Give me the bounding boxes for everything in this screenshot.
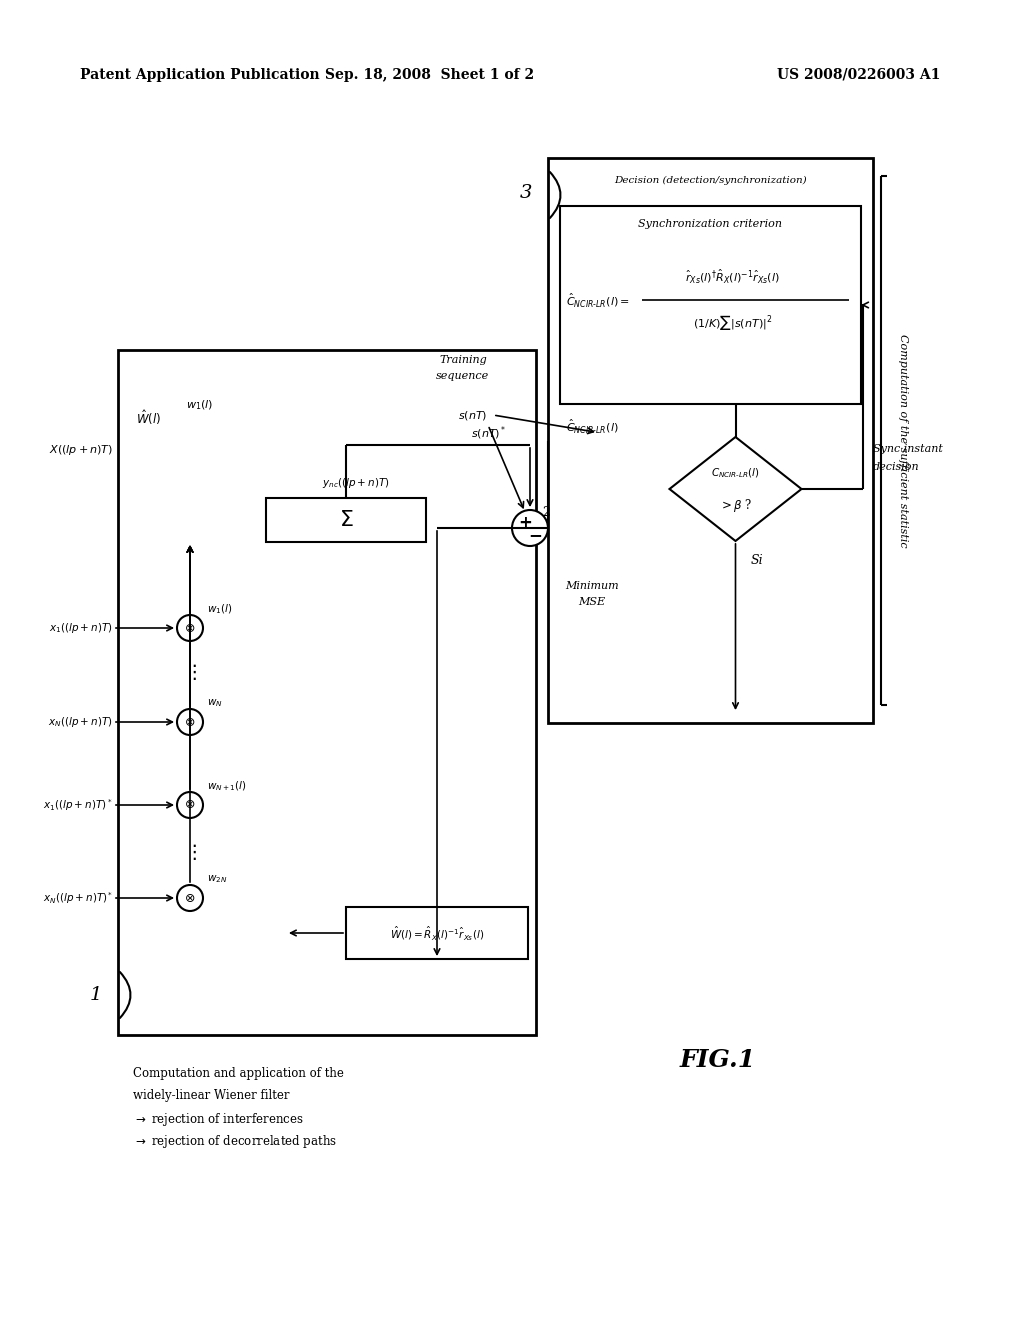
Text: $w_1(l)$: $w_1(l)$ [186,399,213,412]
Text: MSE: MSE [579,597,605,607]
Text: decision: decision [873,462,920,473]
Text: $w_{N+1}(l)$: $w_{N+1}(l)$ [207,779,247,793]
Text: +: + [518,513,531,532]
Bar [560,206,861,404]
Text: 3: 3 [520,183,532,202]
Text: $x_N((lp+n)T)^*$: $x_N((lp+n)T)^*$ [43,890,113,906]
Text: $\hat{W}(l) = \hat{R}_X(l)^{-1} \hat{r}_{Xs}(l)$: $\hat{W}(l) = \hat{R}_X(l)^{-1} \hat{r}_… [390,924,484,942]
Circle shape [512,510,548,546]
Text: $\vdots$: $\vdots$ [183,663,197,682]
Text: sequence: sequence [436,371,489,381]
Text: $x_1((lp+n)T)^*$: $x_1((lp+n)T)^*$ [43,797,113,813]
Bar [118,350,536,1035]
Text: $C_{NCIR\text{-}LR}(l)$: $C_{NCIR\text{-}LR}(l)$ [711,466,760,479]
Text: $> \beta$ ?: $> \beta$ ? [719,496,753,513]
Text: Minimum: Minimum [565,581,618,591]
Text: Synchronization criterion: Synchronization criterion [639,219,782,228]
Bar [266,498,426,543]
Text: $\otimes$: $\otimes$ [184,799,196,812]
Text: $\rightarrow$ rejection of interferences: $\rightarrow$ rejection of interferences [133,1111,304,1129]
Text: $\hat{C}_{NCIR\text{-}LR}(l) =$: $\hat{C}_{NCIR\text{-}LR}(l) =$ [566,290,630,309]
Text: $w_1(l)$: $w_1(l)$ [207,602,232,616]
Text: $y_{nc}((lp+n)T)$: $y_{nc}((lp+n)T)$ [323,477,390,490]
Text: widely-linear Wiener filter: widely-linear Wiener filter [133,1089,290,1102]
Text: Computation of the sufficient statistic: Computation of the sufficient statistic [898,334,908,548]
Text: $w_{2N}$: $w_{2N}$ [207,873,227,884]
Text: $\hat{W}(l)$: $\hat{W}(l)$ [136,408,161,428]
Text: $\otimes$: $\otimes$ [184,715,196,729]
Text: 2: 2 [542,506,550,519]
Text: $\hat{C}_{NCIR\text{-}LR}(l)$: $\hat{C}_{NCIR\text{-}LR}(l)$ [566,417,618,436]
Text: Sep. 18, 2008  Sheet 1 of 2: Sep. 18, 2008 Sheet 1 of 2 [326,69,535,82]
Text: $(1/K) \sum |s(nT)|^2$: $(1/K) \sum |s(nT)|^2$ [693,313,772,331]
Bar [346,907,528,960]
Text: $\hat{r}_{Xs}(l)^{\dagger} \hat{R}_X(l)^{-1} \hat{r}_{Xs}(l)$: $\hat{r}_{Xs}(l)^{\dagger} \hat{R}_X(l)^… [685,267,780,285]
Text: FIG.1: FIG.1 [680,1048,756,1072]
Text: Training: Training [439,355,486,366]
Text: $\rightarrow$ rejection of decorrelated paths: $\rightarrow$ rejection of decorrelated … [133,1133,337,1150]
Text: Decision (detection/synchronization): Decision (detection/synchronization) [614,176,807,185]
Text: −: − [528,525,542,544]
Text: Computation and application of the: Computation and application of the [133,1067,344,1080]
Text: Sync instant: Sync instant [873,444,943,454]
Text: $\otimes$: $\otimes$ [184,891,196,904]
Bar [548,158,873,723]
Text: $X((lp+n)T)$: $X((lp+n)T)$ [49,444,113,457]
Text: $w_N$: $w_N$ [207,697,222,709]
Text: $\otimes$: $\otimes$ [184,622,196,635]
Text: Patent Application Publication: Patent Application Publication [80,69,319,82]
Circle shape [177,884,203,911]
Text: $s(nT)$: $s(nT)$ [458,408,487,421]
Text: 1: 1 [90,986,102,1005]
Circle shape [177,792,203,818]
Circle shape [177,615,203,642]
Text: $\Sigma$: $\Sigma$ [339,510,353,531]
Text: US 2008/0226003 A1: US 2008/0226003 A1 [776,69,940,82]
Circle shape [177,709,203,735]
Text: $s(nT)^*$: $s(nT)^*$ [471,424,507,442]
Text: Si: Si [751,554,763,568]
Text: $x_1((lp+n)T)$: $x_1((lp+n)T)$ [49,620,113,635]
Text: $x_N((lp+n)T)$: $x_N((lp+n)T)$ [48,715,113,729]
Text: $\vdots$: $\vdots$ [183,842,197,862]
